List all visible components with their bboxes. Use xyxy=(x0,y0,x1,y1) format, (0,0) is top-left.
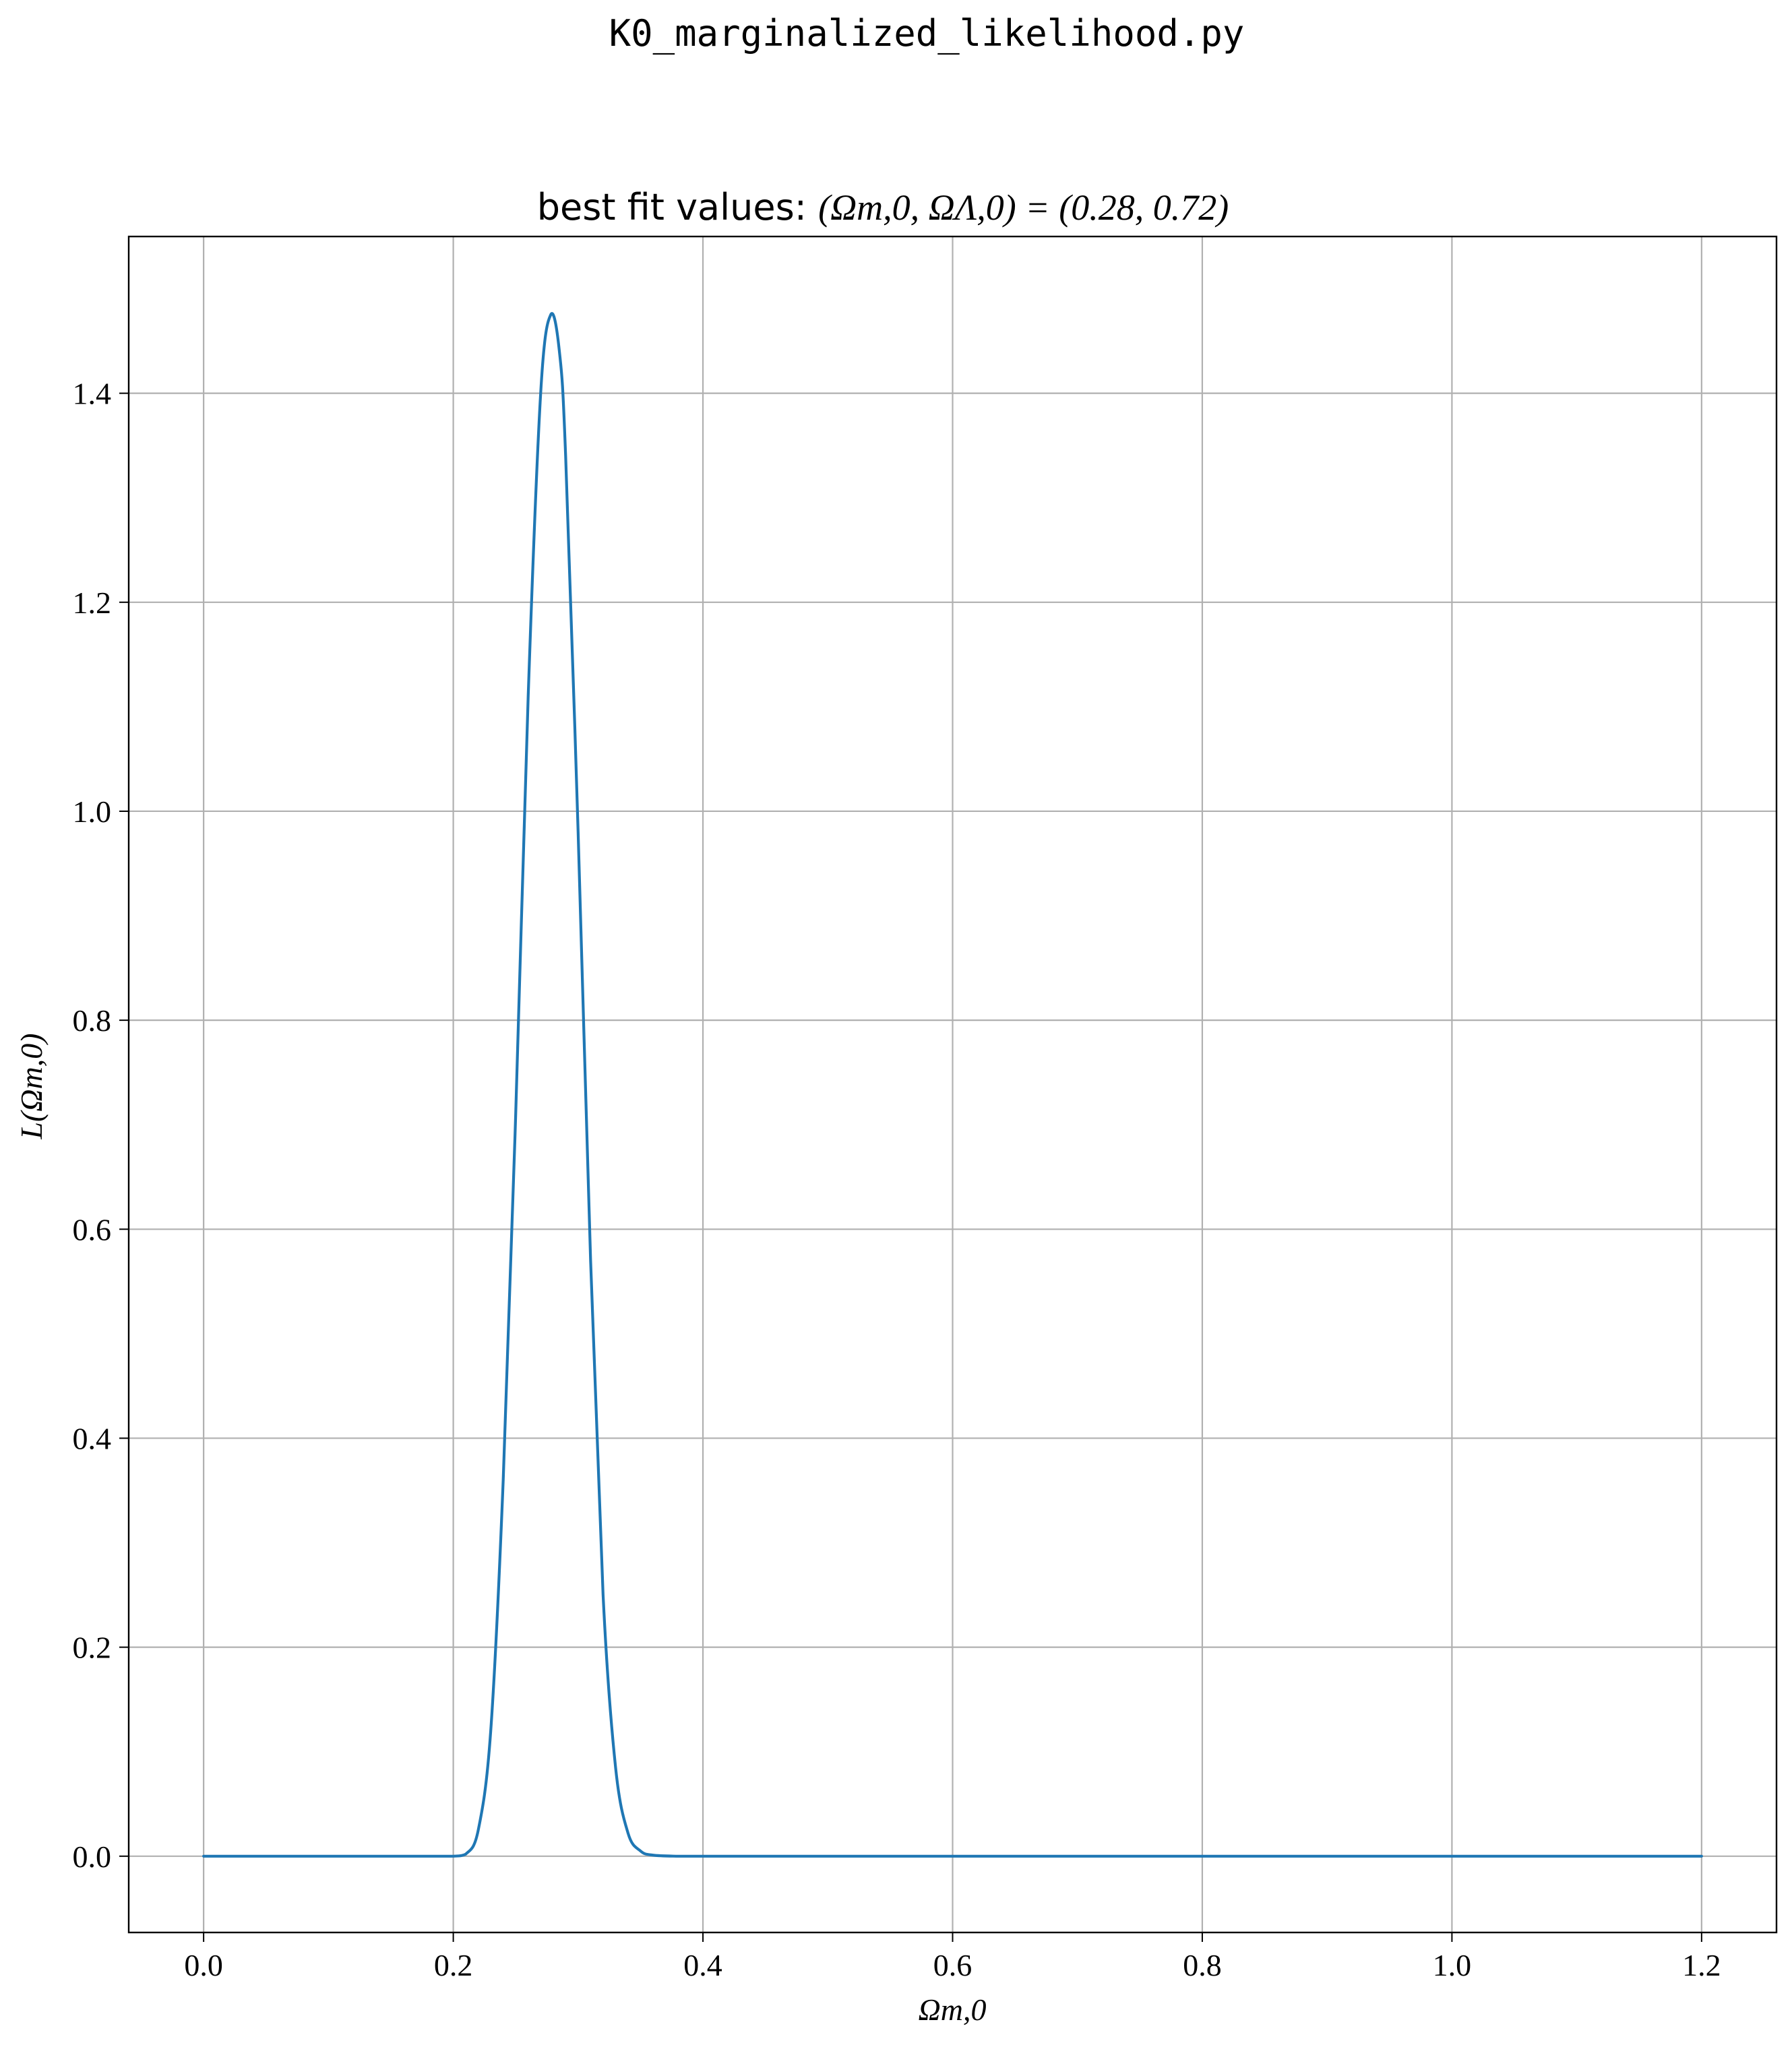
figure-suptitle: K0_marginalized_likelihood.py xyxy=(609,12,1245,55)
y-gridlines xyxy=(129,392,1776,1857)
x-tick-label: 0.8 xyxy=(1183,1948,1222,1982)
y-tick-label: 0.4 xyxy=(73,1421,112,1455)
x-tick-label: 0.4 xyxy=(683,1948,722,1982)
y-axis-label: L(Ωm,0) xyxy=(14,1033,49,1139)
x-axis-label: Ωm,0 xyxy=(919,1992,987,2027)
x-tick-label: 0.6 xyxy=(933,1948,972,1982)
y-axis-ticks: 0.0 0.2 0.4 0.6 0.8 1.0 1.2 1.4 xyxy=(73,377,129,1874)
x-axis-ticks: 0.0 0.2 0.4 0.6 0.8 1.0 1.2 xyxy=(184,1932,1721,1982)
series-layer xyxy=(202,312,1703,1858)
axes-title: best fit values: (Ωm,0, ΩΛ,0) = (0.28, 0… xyxy=(537,186,1229,228)
x-tick-label: 1.2 xyxy=(1682,1948,1721,1982)
y-tick-label: 0.0 xyxy=(73,1839,112,1874)
y-tick-label: 1.4 xyxy=(73,377,112,411)
likelihood-curve xyxy=(202,312,1703,1858)
y-tick-label: 0.6 xyxy=(73,1212,112,1247)
x-tick-label: 1.0 xyxy=(1433,1948,1472,1982)
y-tick-label: 0.2 xyxy=(73,1631,112,1665)
y-tick-label: 0.8 xyxy=(73,1003,112,1038)
x-gridlines xyxy=(203,237,1702,1932)
y-tick-label: 1.0 xyxy=(73,794,112,829)
x-tick-label: 0.0 xyxy=(184,1948,223,1982)
y-tick-label: 1.2 xyxy=(73,586,112,620)
x-tick-label: 0.2 xyxy=(434,1948,473,1982)
axes-title-math: (Ωm,0, ΩΛ,0) = (0.28, 0.72) xyxy=(818,187,1229,228)
axes-title-prefix: best fit values: xyxy=(537,186,818,228)
